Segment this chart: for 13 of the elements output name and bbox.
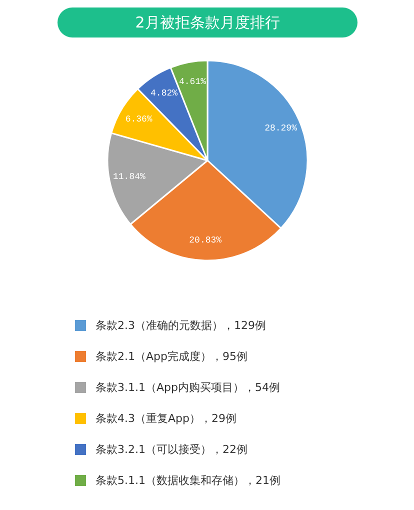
data-label: 11.84% [112,172,146,182]
legend-label: 条款3.1.1（App内购买项目），54例 [96,381,280,394]
legend-label: 条款2.1（App完成度），95例 [96,350,248,363]
data-label: 28.29% [264,123,298,134]
legend-label: 条款5.1.1（数据收集和存储），21例 [96,474,280,487]
legend-label: 条款2.3（准确的元数据），129例 [96,319,266,332]
data-label: 4.61% [178,76,207,87]
data-label: 20.83% [189,235,222,246]
data-label: 4.82% [150,88,178,98]
data-label: 6.36% [125,114,153,124]
legend-label: 条款3.2.1（可以接受），22例 [96,443,248,456]
legend-label: 条款4.3（重复App），29例 [96,412,236,425]
chart-title: 2月被拒条款月度排行 [135,14,280,32]
